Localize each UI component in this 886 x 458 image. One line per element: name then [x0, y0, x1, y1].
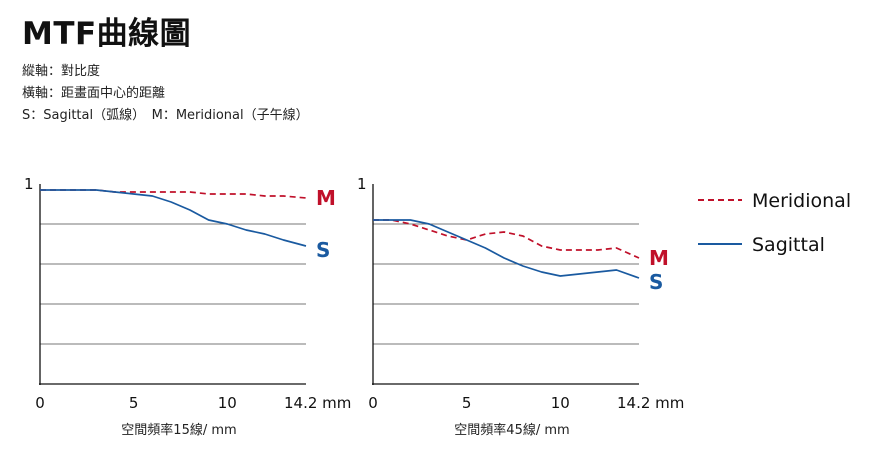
chart1-series-meridional-label: M	[316, 186, 336, 210]
chart1-x-tick-label: 14.2 mm	[284, 394, 351, 412]
chart2-series-meridional-line	[373, 219, 640, 259]
chart2-series-sagittal-line	[373, 219, 640, 279]
chart1-series-sagittal-label: S	[316, 238, 330, 262]
chart1-x-tick-label: 10	[218, 394, 237, 412]
chart1-series-sagittal-line	[40, 189, 307, 247]
chart2-series-sagittal-label: S	[649, 270, 663, 294]
description-x-axis: 橫軸：距畫面中心的距離	[22, 86, 166, 101]
chart1-x-tick-label: 0	[35, 394, 45, 412]
legend-label-meridional: Meridional	[752, 190, 851, 212]
chart2-y-tick-label: 1	[357, 175, 367, 193]
page-title: MTF曲線圖	[22, 16, 192, 52]
legend-label-sagittal: Sagittal	[752, 234, 825, 256]
chart2-series-meridional-label: M	[649, 246, 669, 270]
chart1-y-tick-label: 1	[24, 175, 34, 193]
description-legend-key: S：Sagittal（弧線） M：Meridional（子午線）	[22, 108, 309, 123]
chart1-series-meridional-line	[40, 189, 307, 199]
chart2-x-tick-label: 5	[462, 394, 472, 412]
chart2-x-tick-label: 10	[551, 394, 570, 412]
chart2-x-tick-label: 14.2 mm	[617, 394, 684, 412]
chart2-x-tick-label: 0	[368, 394, 378, 412]
chart1-x-tick-label: 5	[129, 394, 139, 412]
description-y-axis: 縱軸：對比度	[22, 64, 101, 79]
chart2-x-axis-label: 空間頻率45線/ mm	[454, 422, 569, 438]
chart1-x-axis-label: 空間頻率15線/ mm	[121, 422, 236, 438]
